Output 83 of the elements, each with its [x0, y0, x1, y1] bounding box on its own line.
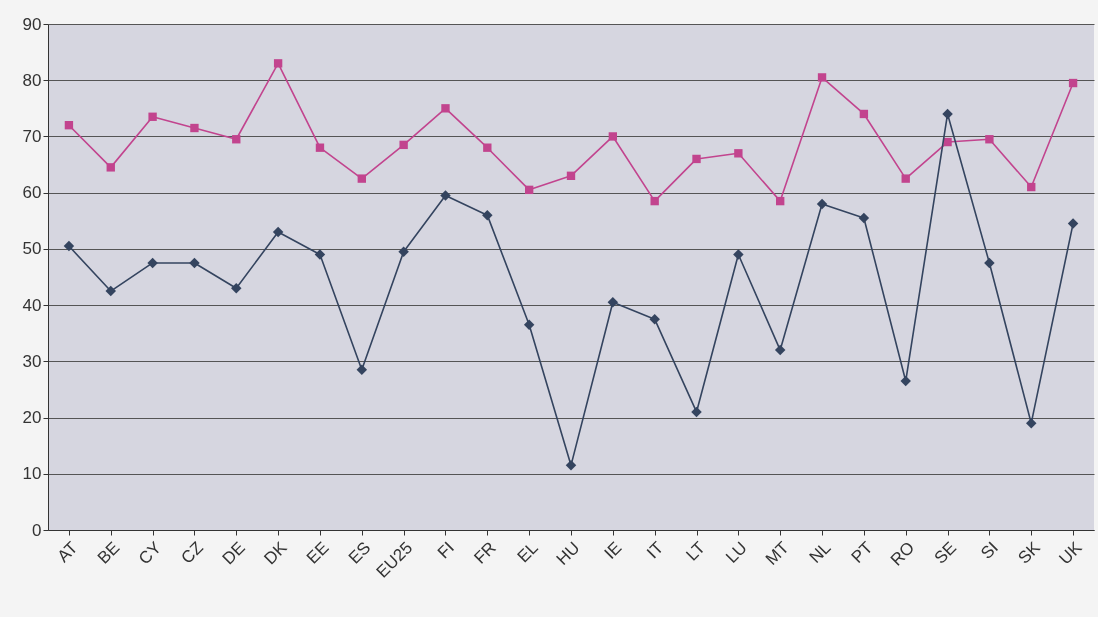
y-tick-label: 20 — [22, 408, 42, 428]
point — [64, 121, 74, 130]
point — [691, 406, 702, 418]
point — [901, 174, 910, 183]
y-tick-label: 70 — [22, 126, 42, 146]
y-tick-label: 30 — [22, 351, 42, 371]
point — [817, 73, 827, 82]
point — [105, 285, 116, 297]
point — [523, 319, 535, 331]
x-tick-label: NL — [805, 538, 835, 567]
y-tick-label: 90 — [22, 14, 42, 34]
y-tick-label: 40 — [22, 295, 42, 315]
x-tick-label: PT — [847, 538, 877, 567]
point — [858, 212, 870, 224]
x-tick-label: DE — [218, 538, 249, 569]
point — [273, 59, 283, 68]
x-tick-label: LU — [722, 538, 751, 567]
point — [356, 364, 368, 376]
point — [63, 240, 75, 252]
x-tick-label: FR — [470, 538, 500, 568]
x-tick-label: RO — [886, 538, 919, 570]
x-tick-label: EE — [303, 538, 333, 568]
point — [440, 190, 451, 201]
point — [1068, 78, 1078, 88]
x-tick-label: UK — [1055, 537, 1087, 569]
point — [483, 143, 492, 152]
y-tick-label: 10 — [22, 464, 42, 484]
point — [650, 196, 659, 206]
point — [816, 198, 828, 210]
x-tick-label: IT — [643, 538, 668, 563]
point — [147, 257, 158, 269]
y-tick-label: 60 — [22, 183, 42, 203]
point — [733, 249, 744, 260]
x-tick-label: SI — [977, 538, 1002, 563]
point — [314, 249, 326, 260]
x-tick-label: SE — [930, 538, 961, 568]
point — [398, 246, 409, 257]
point — [608, 132, 618, 141]
point — [565, 460, 577, 471]
point — [232, 135, 241, 144]
point — [984, 257, 995, 269]
point — [985, 135, 994, 144]
y-tick-label: 80 — [22, 70, 42, 90]
x-tick-label: ES — [344, 538, 375, 568]
point — [942, 108, 953, 120]
y-tick-label: 0 — [32, 520, 42, 540]
point — [1026, 417, 1037, 429]
point — [859, 109, 869, 119]
x-tick-label: DK — [260, 537, 292, 569]
point — [148, 112, 157, 121]
x-tick-label: FI — [433, 538, 458, 563]
point — [900, 375, 911, 387]
point — [399, 140, 408, 150]
point — [272, 226, 284, 238]
point — [524, 185, 534, 195]
x-tick-label: AT — [53, 538, 82, 566]
x-tick-label: CY — [134, 538, 166, 569]
x-tick-label: EL — [513, 538, 542, 567]
point — [774, 344, 786, 356]
point — [649, 313, 660, 325]
x-tick-label: IE — [600, 538, 626, 563]
point — [776, 196, 785, 206]
point — [1067, 218, 1079, 229]
point — [734, 149, 743, 158]
x-tick-label: CZ — [177, 538, 207, 568]
point — [190, 123, 199, 133]
point — [607, 297, 619, 308]
point — [1027, 182, 1036, 192]
point — [106, 163, 115, 172]
point — [357, 174, 366, 183]
point — [441, 104, 450, 113]
point — [189, 257, 200, 269]
point — [315, 143, 325, 152]
x-tick-label: SK — [1014, 537, 1045, 568]
y-tick-label: 50 — [22, 239, 42, 259]
x-tick-label: HU — [552, 538, 584, 569]
point — [482, 209, 493, 221]
point — [692, 154, 701, 164]
point — [231, 283, 242, 294]
x-tick-label: MT — [761, 538, 793, 569]
x-tick-label: LT — [682, 538, 710, 565]
point — [566, 171, 576, 180]
x-tick-label: BE — [93, 538, 124, 568]
